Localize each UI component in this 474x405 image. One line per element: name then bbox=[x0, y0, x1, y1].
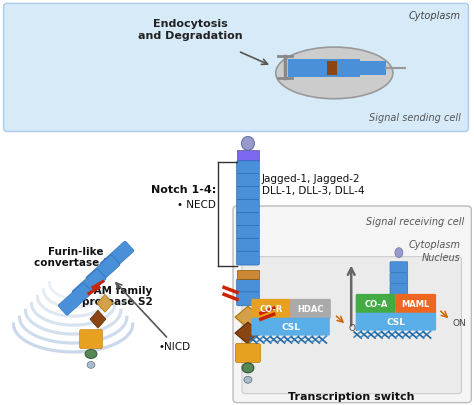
Ellipse shape bbox=[242, 363, 254, 373]
Polygon shape bbox=[390, 311, 408, 325]
FancyBboxPatch shape bbox=[237, 187, 259, 200]
Text: • NECD: • NECD bbox=[177, 200, 216, 210]
Ellipse shape bbox=[85, 350, 97, 358]
Polygon shape bbox=[235, 306, 261, 328]
Text: Notch 1-4:: Notch 1-4: bbox=[151, 185, 216, 195]
FancyBboxPatch shape bbox=[290, 299, 331, 319]
Bar bbox=[360, 61, 386, 75]
Ellipse shape bbox=[87, 361, 95, 369]
Text: Transcription switch: Transcription switch bbox=[288, 392, 414, 402]
Text: •NICD: •NICD bbox=[158, 342, 191, 352]
FancyBboxPatch shape bbox=[251, 318, 330, 336]
FancyBboxPatch shape bbox=[72, 269, 106, 301]
Bar bbox=[328, 61, 337, 75]
FancyBboxPatch shape bbox=[237, 251, 259, 265]
Text: Signal receiving cell: Signal receiving cell bbox=[366, 217, 465, 227]
Text: CSL: CSL bbox=[281, 323, 300, 332]
FancyBboxPatch shape bbox=[237, 161, 259, 175]
FancyBboxPatch shape bbox=[390, 262, 408, 273]
FancyBboxPatch shape bbox=[356, 313, 436, 330]
Text: γ-secretase
complex S3: γ-secretase complex S3 bbox=[265, 307, 326, 328]
FancyBboxPatch shape bbox=[237, 238, 259, 252]
FancyBboxPatch shape bbox=[237, 174, 259, 188]
Text: Endocytosis
and Degradation: Endocytosis and Degradation bbox=[138, 19, 243, 41]
Text: CSL: CSL bbox=[386, 318, 405, 327]
FancyBboxPatch shape bbox=[237, 200, 259, 213]
Text: Signal sending cell: Signal sending cell bbox=[369, 113, 460, 123]
FancyBboxPatch shape bbox=[4, 3, 468, 132]
FancyBboxPatch shape bbox=[251, 299, 291, 319]
Text: Nucleus: Nucleus bbox=[422, 253, 460, 263]
Text: Cytoplasm: Cytoplasm bbox=[409, 240, 460, 250]
Bar bbox=[237, 270, 259, 279]
FancyBboxPatch shape bbox=[390, 273, 408, 283]
Polygon shape bbox=[90, 310, 106, 328]
FancyBboxPatch shape bbox=[237, 279, 259, 293]
FancyBboxPatch shape bbox=[80, 330, 102, 348]
Text: Cytoplasm: Cytoplasm bbox=[409, 11, 460, 21]
Text: MAML: MAML bbox=[401, 300, 430, 309]
Text: OFF: OFF bbox=[348, 324, 365, 333]
FancyBboxPatch shape bbox=[242, 257, 462, 394]
Text: ON: ON bbox=[453, 319, 466, 328]
FancyBboxPatch shape bbox=[390, 284, 408, 294]
Text: CO-A: CO-A bbox=[365, 300, 388, 309]
FancyBboxPatch shape bbox=[237, 225, 259, 239]
Ellipse shape bbox=[276, 47, 393, 99]
Text: CO-R: CO-R bbox=[260, 305, 283, 314]
Polygon shape bbox=[235, 322, 261, 344]
FancyBboxPatch shape bbox=[100, 241, 134, 274]
FancyBboxPatch shape bbox=[236, 343, 260, 362]
Bar bbox=[237, 150, 259, 161]
Text: HDAC: HDAC bbox=[297, 305, 324, 314]
Text: Jagged-1, Jagged-2
DLL-1, DLL-3, DLL-4: Jagged-1, Jagged-2 DLL-1, DLL-3, DLL-4 bbox=[262, 174, 365, 196]
FancyBboxPatch shape bbox=[86, 255, 120, 288]
FancyBboxPatch shape bbox=[237, 213, 259, 226]
Ellipse shape bbox=[244, 376, 252, 383]
FancyBboxPatch shape bbox=[356, 294, 395, 314]
FancyBboxPatch shape bbox=[389, 295, 409, 310]
Ellipse shape bbox=[395, 248, 403, 258]
FancyBboxPatch shape bbox=[233, 206, 471, 403]
FancyBboxPatch shape bbox=[395, 294, 436, 314]
Ellipse shape bbox=[241, 136, 255, 150]
FancyBboxPatch shape bbox=[58, 283, 92, 315]
Bar bbox=[288, 59, 360, 77]
Polygon shape bbox=[97, 294, 113, 312]
FancyBboxPatch shape bbox=[237, 292, 259, 306]
Text: Furin-like
convertase S1: Furin-like convertase S1 bbox=[34, 247, 118, 269]
Text: ADAM family
protease S2: ADAM family protease S2 bbox=[77, 286, 153, 307]
